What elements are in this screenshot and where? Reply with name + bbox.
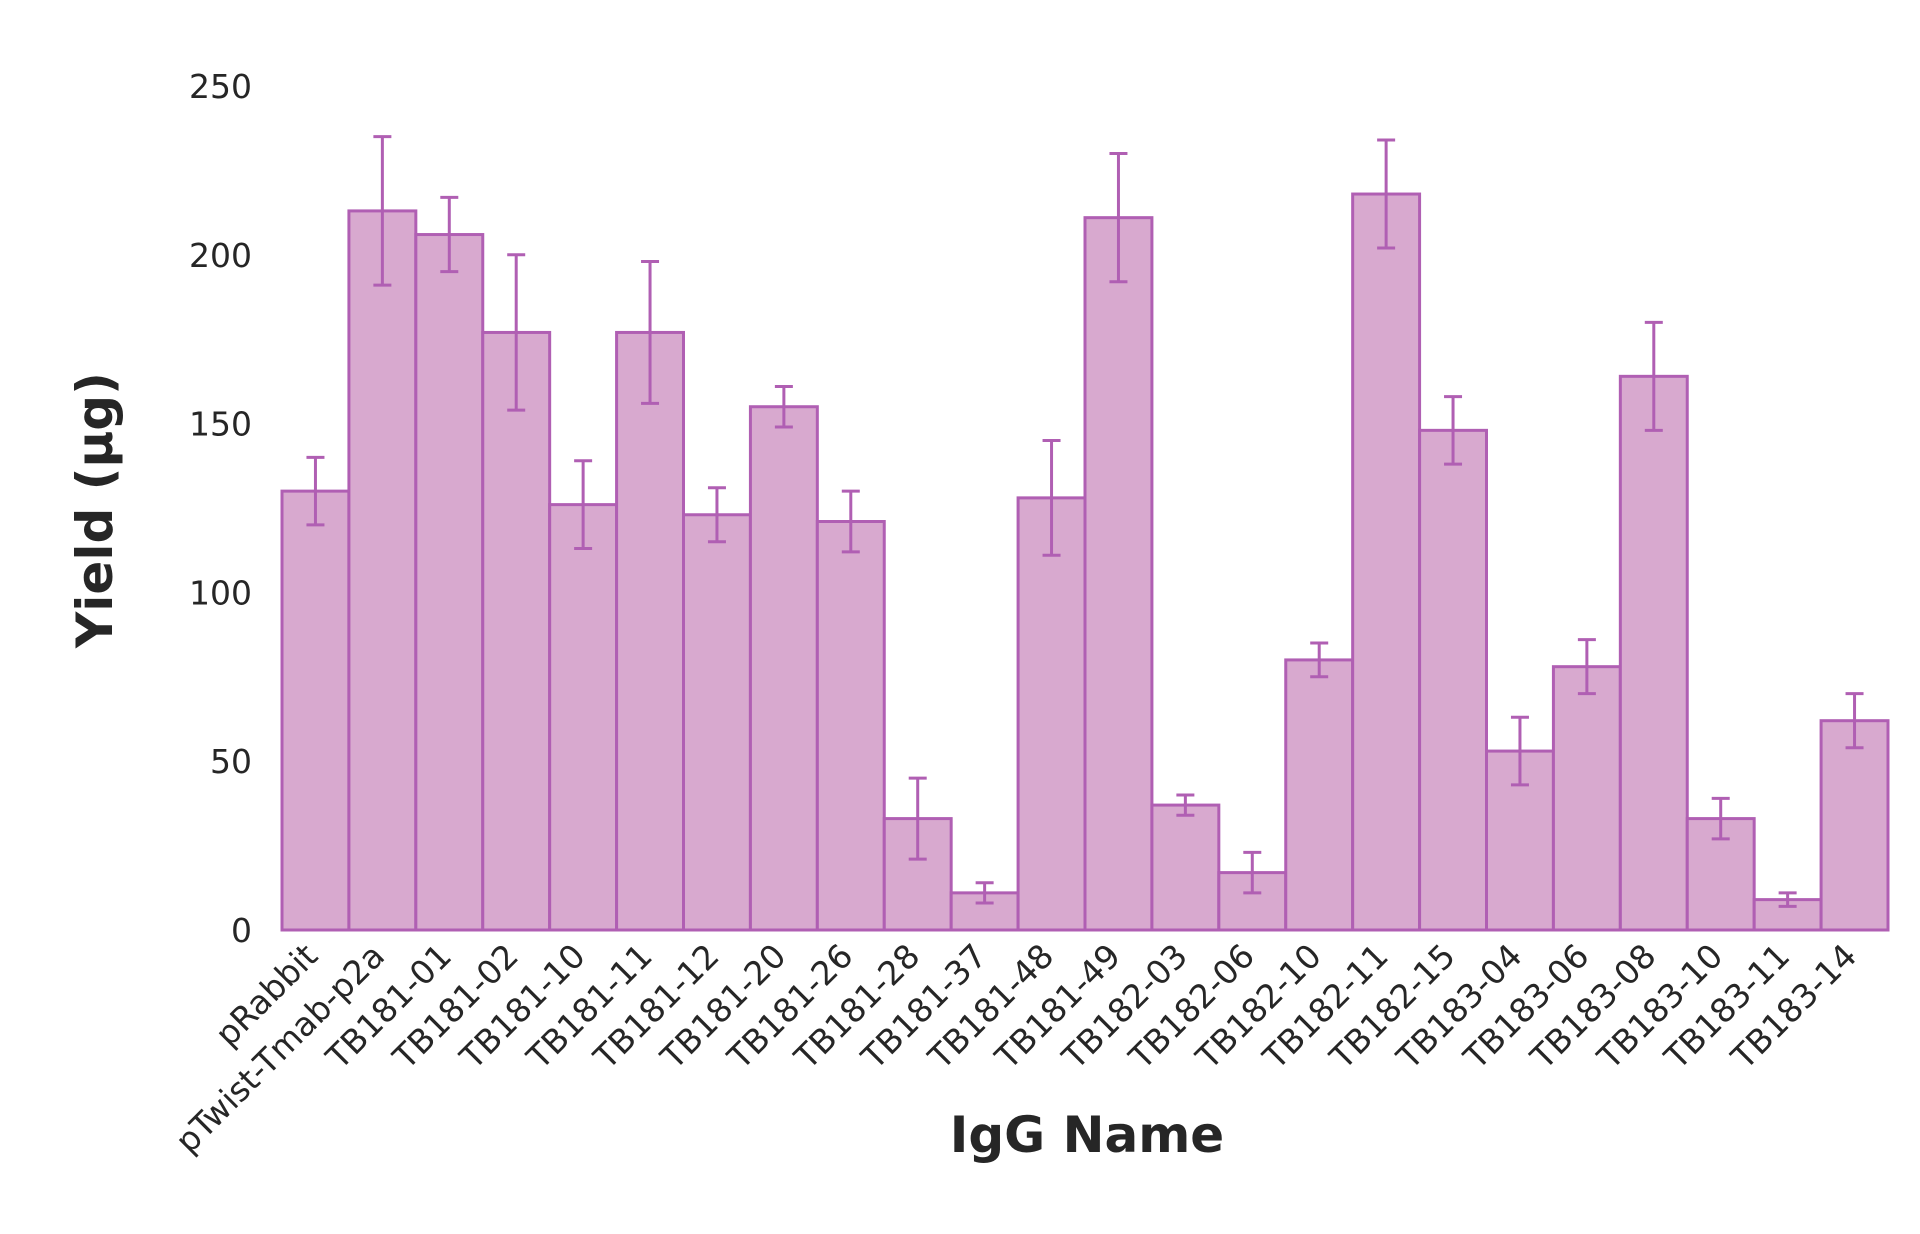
- bar-pTwist-Tmab-p2a: [347, 209, 418, 932]
- error-bar-TB181-48: [1042, 438, 1061, 557]
- bar-TB183-14: [1819, 719, 1890, 932]
- y-tick-label: 100: [189, 573, 252, 612]
- error-bar-TB182-11: [1377, 138, 1396, 250]
- error-bar-TB183-10: [1711, 796, 1730, 841]
- bar-TB183-06: [1551, 665, 1622, 932]
- x-axis-title: IgG Name: [950, 1106, 1224, 1164]
- bar-TB183-08: [1618, 374, 1689, 932]
- bar-TB182-15: [1418, 428, 1489, 932]
- bar-pRabbit: [280, 489, 351, 932]
- y-axis-title: Yield (µg): [66, 372, 124, 649]
- y-tick-label: 200: [189, 236, 252, 275]
- bar-TB181-20: [748, 405, 819, 932]
- bar-TB181-02: [481, 330, 552, 932]
- y-tick-label: 50: [210, 742, 252, 781]
- error-bar-TB182-03: [1176, 793, 1195, 817]
- error-bar-pRabbit: [306, 455, 325, 527]
- error-bar-TB181-02: [507, 253, 526, 412]
- error-bar-TB181-01: [440, 195, 459, 274]
- error-bar-TB181-10: [574, 459, 593, 551]
- error-bar-TB181-11: [641, 260, 660, 405]
- error-bar-TB183-11: [1778, 891, 1797, 908]
- bar-TB181-49: [1083, 216, 1154, 932]
- error-bar-TB181-49: [1109, 152, 1128, 284]
- bar-TB182-11: [1351, 192, 1422, 932]
- error-bar-TB182-15: [1444, 395, 1463, 466]
- bar-TB181-48: [1016, 496, 1087, 932]
- bar-TB181-10: [548, 503, 619, 932]
- error-bar-TB183-14: [1845, 692, 1864, 750]
- bar-TB181-01: [414, 233, 485, 932]
- error-bar-TB181-28: [908, 776, 927, 861]
- bar-TB181-12: [682, 513, 752, 932]
- error-bar-pTwist-Tmab-p2a: [373, 135, 392, 287]
- error-bars-layer: [306, 135, 1864, 908]
- bar-TB181-11: [615, 330, 685, 932]
- error-bar-TB181-37: [975, 881, 994, 905]
- error-bar-TB181-26: [841, 489, 860, 554]
- error-bar-TB182-10: [1310, 641, 1329, 679]
- error-bar-TB183-04: [1510, 715, 1529, 787]
- error-bar-TB181-20: [774, 384, 793, 429]
- error-bar-TB181-12: [707, 486, 726, 544]
- bar-TB181-26: [815, 520, 886, 932]
- bars-layer: [280, 192, 1890, 932]
- error-bar-TB183-08: [1644, 320, 1663, 432]
- y-tick-label: 150: [189, 405, 252, 444]
- y-tick-label: 0: [231, 911, 252, 950]
- bar-TB182-03: [1150, 803, 1221, 932]
- bar-TB182-10: [1284, 658, 1355, 932]
- y-tick-label: 250: [189, 67, 252, 106]
- error-bar-TB182-06: [1243, 850, 1262, 895]
- y-tick-labels: 0 50 100 150 200 250: [189, 67, 252, 950]
- error-bar-TB183-06: [1577, 638, 1596, 696]
